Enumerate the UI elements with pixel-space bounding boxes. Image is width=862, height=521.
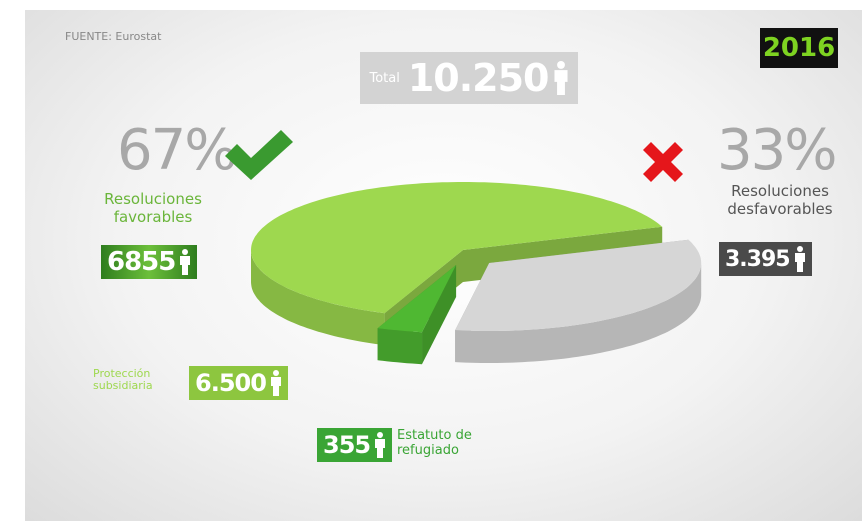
total-title: Total [369, 70, 400, 86]
unfavorable-count-box: 3.395 [719, 242, 812, 276]
value-label: 3.395 [725, 246, 791, 272]
refugee-name: Estatuto de refugiado [397, 428, 472, 458]
person-icon [180, 249, 191, 275]
value-label: 355 [323, 431, 371, 459]
unfavorable-percent: 33% [717, 118, 837, 183]
total-value: 10.250 [407, 56, 550, 100]
favorable-count-box: 6855 [101, 245, 198, 279]
refugee-box: 355 [317, 428, 393, 462]
cross-icon [643, 142, 683, 182]
pie-slice [377, 265, 457, 333]
source: FUENTE: Eurostat [65, 30, 162, 43]
person-icon [270, 370, 281, 396]
favorable-percent: 67% [117, 118, 237, 183]
check-icon [225, 130, 293, 180]
total-box: Total 10.250 [360, 52, 578, 104]
subsidiary-box: 6.500 [189, 366, 288, 400]
pie-slice [251, 182, 663, 314]
person-icon [794, 246, 805, 272]
value-label: 6.500 [195, 369, 267, 397]
slice-outer-wall [455, 263, 702, 363]
slice-outer-wall [251, 250, 385, 346]
slice-outer-wall [377, 328, 422, 365]
year: 2016 [760, 28, 838, 68]
person-icon [375, 432, 386, 458]
favorable-count: 6855 [107, 247, 176, 277]
pie-chart [251, 182, 702, 365]
pie-slice [455, 239, 702, 331]
person-icon [553, 61, 568, 95]
favorable-name: Resoluciones favorables [104, 190, 202, 226]
infographic: FUENTE: Eurostat 2016 Total 10.250 67% R… [25, 10, 862, 521]
unfavorable-name: Resoluciones desfavorables [727, 182, 833, 218]
subsidiary-name: Protección subsidiaria [93, 367, 153, 392]
